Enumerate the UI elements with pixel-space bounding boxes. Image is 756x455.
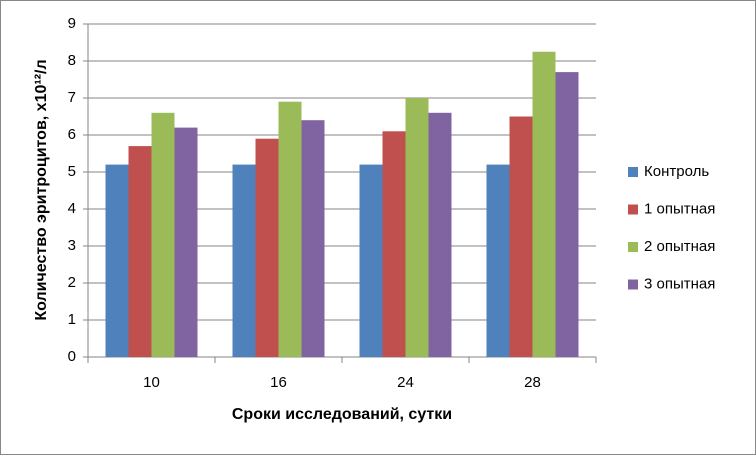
y-tick-label: 2 [68, 274, 76, 291]
x-axis-title: Сроки исследований, сутки [232, 406, 452, 423]
x-tick-label: 24 [397, 374, 414, 391]
legend-label: Контроль [644, 163, 709, 180]
bar [532, 51, 556, 357]
y-tick-label: 4 [68, 200, 76, 217]
x-tick-label: 16 [270, 374, 287, 391]
legend-swatch [628, 167, 638, 177]
bar [255, 138, 279, 357]
bar [105, 164, 129, 357]
y-tick-label: 9 [68, 15, 76, 32]
y-tick-label: 6 [68, 126, 76, 143]
y-tick-label: 5 [68, 163, 76, 180]
bar [555, 72, 579, 357]
legend-swatch [628, 242, 638, 252]
bar [486, 164, 510, 357]
bar [174, 127, 198, 357]
y-tick-label: 0 [68, 348, 76, 365]
bar [509, 116, 533, 357]
bar [232, 164, 256, 357]
bar [301, 120, 325, 357]
bar [428, 112, 452, 357]
legend-label: 2 опытная [644, 238, 715, 255]
legend-label: 3 опытная [644, 275, 715, 292]
legend-label: 1 опытная [644, 200, 715, 217]
y-axis-title: Количество эритроцитов, х10¹²/л [33, 59, 50, 320]
bar [382, 131, 406, 357]
x-tick-label: 10 [143, 374, 160, 391]
y-tick-label: 1 [68, 311, 76, 328]
bar [128, 146, 152, 357]
bar [151, 112, 175, 357]
y-tick-label: 7 [68, 89, 76, 106]
legend-swatch [628, 279, 638, 290]
bar [405, 98, 429, 357]
legend-swatch [628, 204, 638, 215]
bar [278, 101, 302, 357]
x-tick-label: 28 [524, 374, 541, 391]
y-tick-label: 8 [68, 52, 76, 69]
y-tick-label: 3 [68, 237, 76, 254]
bar [359, 164, 383, 357]
